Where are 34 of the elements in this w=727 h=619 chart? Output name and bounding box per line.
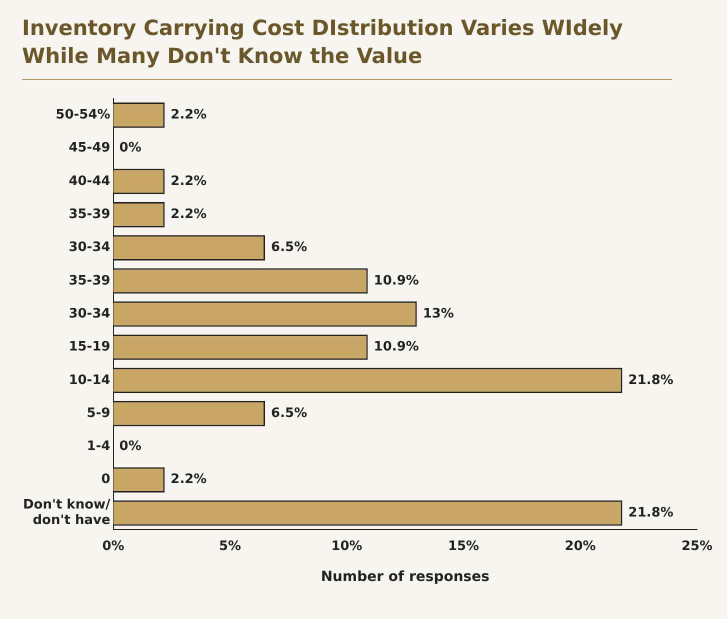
- chart-title: Inventory Carrying Cost DIstribution Varies WIdely While Many Don't Know the Value: [22, 14, 672, 80]
- x-tick-label: 25%: [681, 538, 713, 554]
- x-tick-label: 10%: [331, 538, 362, 554]
- y-tick-label: 45-49: [68, 140, 110, 156]
- data-label: 13%: [422, 306, 454, 322]
- y-tick-label: 15-19: [68, 339, 110, 354]
- x-tick-label: 0%: [102, 538, 124, 554]
- x-tick-label: 20%: [564, 538, 596, 554]
- data-label: 6.5%: [271, 240, 308, 255]
- y-tick-label: 40-44: [68, 174, 110, 189]
- y-tick-label: 5-9: [86, 406, 110, 421]
- y-tick-label: 35-39: [68, 273, 110, 288]
- y-tick-label: 30-34: [68, 240, 110, 255]
- data-label: 0%: [119, 438, 142, 454]
- data-label: 0%: [119, 140, 142, 156]
- y-tick-label: 0: [101, 472, 110, 487]
- y-tick-label: 30-34: [68, 306, 110, 322]
- x-tick-label: 5%: [218, 538, 242, 554]
- data-label: 10.9%: [374, 273, 419, 288]
- data-label: 21.8%: [628, 505, 674, 520]
- y-tick-label: 1-4: [86, 438, 110, 454]
- y-tick-label: 10-14: [68, 372, 110, 388]
- data-label: 2.2%: [170, 206, 207, 222]
- x-axis-title: Number of responses: [320, 568, 490, 585]
- y-tick-label: 50-54%: [56, 107, 110, 122]
- data-label: 2.2%: [170, 472, 207, 487]
- data-label: 21.8%: [628, 372, 674, 388]
- y-tick-label: Don't know/ don't have: [22, 497, 111, 528]
- data-label: 10.9%: [374, 339, 419, 354]
- y-tick-label: 35-39: [68, 206, 110, 222]
- x-tick-label: 15%: [448, 538, 480, 554]
- data-label: 2.2%: [170, 174, 207, 189]
- data-label: 2.2%: [170, 107, 207, 122]
- data-label: 6.5%: [271, 406, 308, 421]
